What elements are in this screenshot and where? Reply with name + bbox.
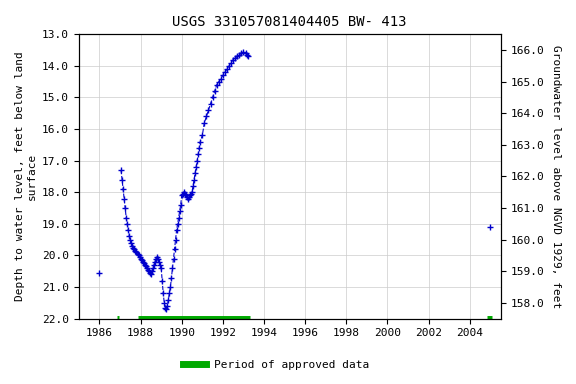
Legend: Period of approved data: Period of approved data — [179, 356, 374, 375]
Y-axis label: Groundwater level above NGVD 1929, feet: Groundwater level above NGVD 1929, feet — [551, 45, 561, 308]
Title: USGS 331057081404405 BW- 413: USGS 331057081404405 BW- 413 — [172, 15, 407, 29]
Y-axis label: Depth to water level, feet below land
surface: Depth to water level, feet below land su… — [15, 51, 37, 301]
